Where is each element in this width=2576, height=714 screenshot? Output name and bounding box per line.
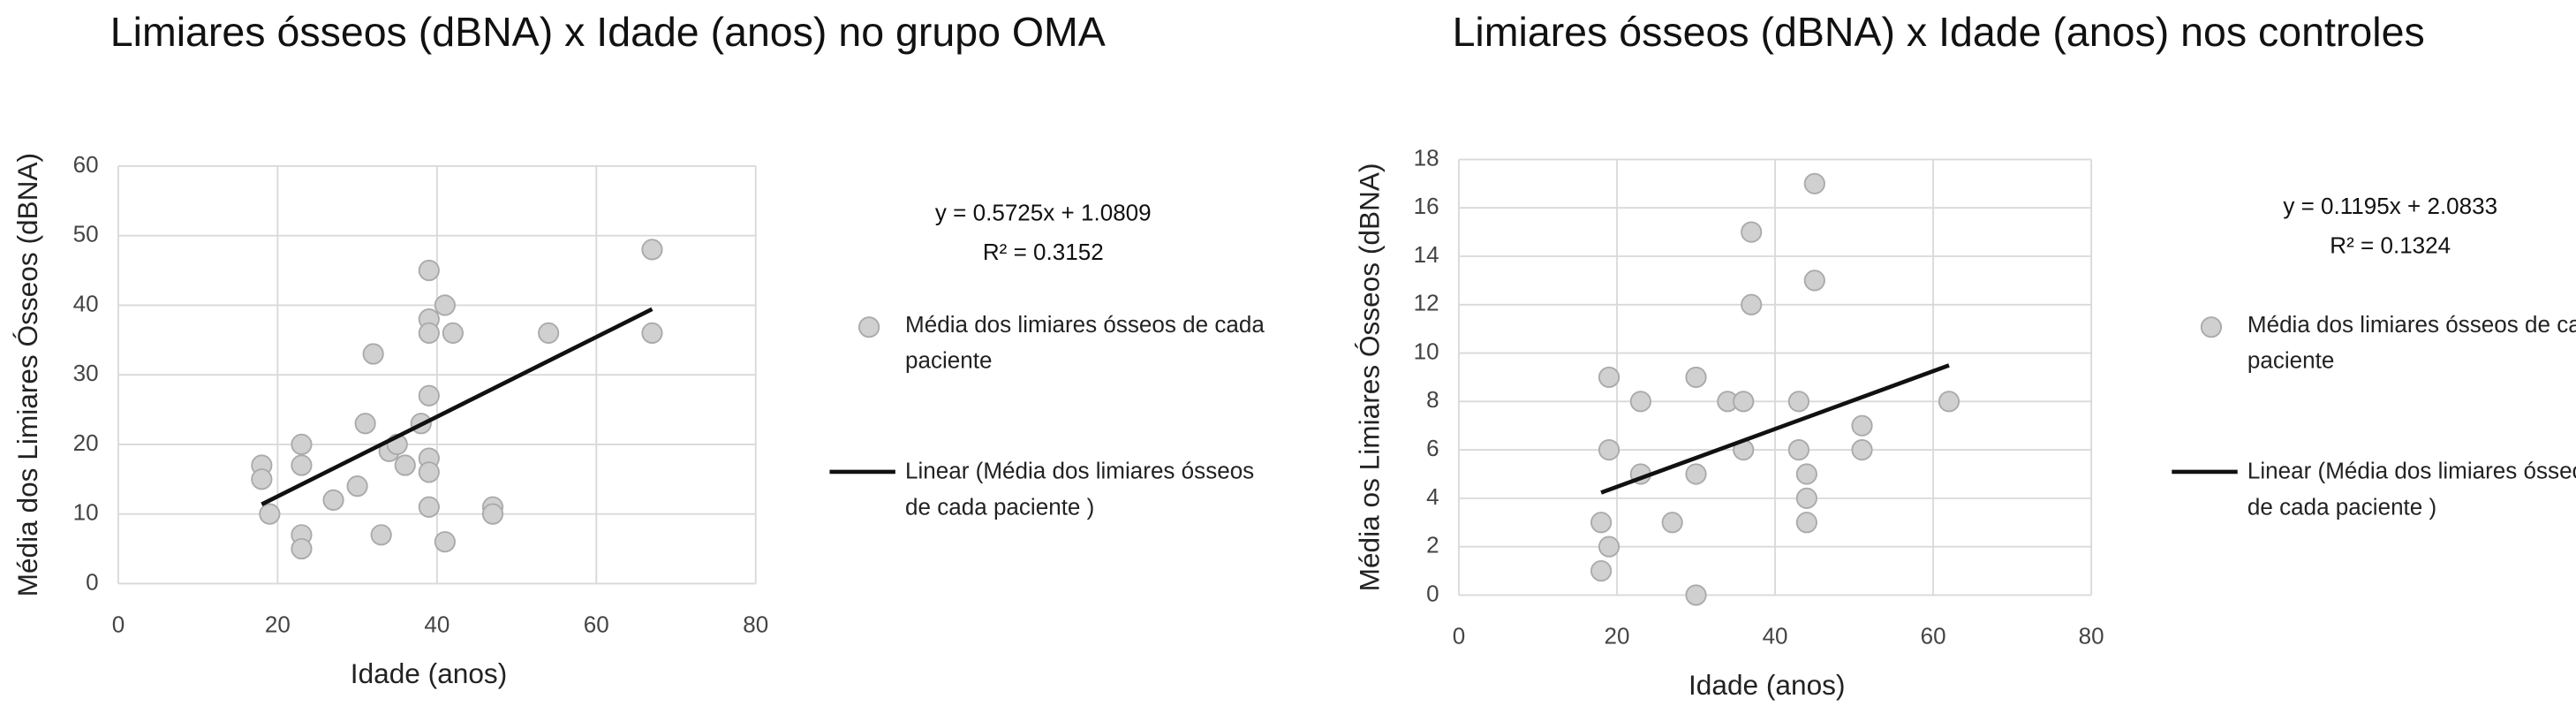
y-tick-label: 12 xyxy=(1414,290,1439,316)
legend-marker xyxy=(2200,316,2223,338)
y-tick-label: 8 xyxy=(1426,386,1439,413)
data-point xyxy=(1851,414,1873,437)
data-point xyxy=(1795,512,1817,534)
data-point xyxy=(418,496,440,518)
data-point xyxy=(346,475,368,498)
x-axis-label: Idade (anos) xyxy=(351,657,507,689)
legend-label: Média dos limiares ósseos de cada pacien… xyxy=(905,310,1265,374)
y-tick-label: 50 xyxy=(73,221,99,247)
y-tick-label: 60 xyxy=(73,151,99,178)
r-squared: R² = 0.1324 xyxy=(2330,232,2451,259)
data-point xyxy=(1741,221,1763,243)
data-point xyxy=(1795,463,1817,485)
data-point xyxy=(418,322,440,344)
data-point xyxy=(1661,512,1683,534)
data-point xyxy=(322,489,344,511)
data-point xyxy=(418,461,440,483)
y-tick-label: 10 xyxy=(1414,338,1439,364)
legend-label: Linear (Média dos limiares ósseos de cad… xyxy=(905,457,1255,520)
x-tick-label: 20 xyxy=(265,611,291,638)
data-point xyxy=(1685,366,1707,389)
y-tick-label: 18 xyxy=(1414,144,1439,171)
data-point xyxy=(259,503,281,525)
data-point xyxy=(1851,439,1873,461)
x-tick-label: 40 xyxy=(424,611,449,638)
x-tick-label: 0 xyxy=(1453,623,1465,649)
data-point xyxy=(1598,536,1620,558)
y-tick-label: 16 xyxy=(1414,193,1439,219)
x-tick-label: 80 xyxy=(2079,623,2104,649)
data-point xyxy=(434,531,456,553)
chart-title: Limiares ósseos (dBNA) x Idade (anos) no… xyxy=(110,10,1106,57)
data-point xyxy=(394,454,416,476)
data-point xyxy=(481,503,504,525)
data-point xyxy=(1803,172,1825,194)
data-point xyxy=(1685,584,1707,606)
data-point xyxy=(1629,391,1651,413)
data-point xyxy=(251,468,273,490)
data-point xyxy=(370,524,392,546)
y-tick-label: 6 xyxy=(1426,435,1439,461)
trendline xyxy=(1600,363,1950,495)
x-tick-label: 20 xyxy=(1605,623,1630,649)
data-point xyxy=(1590,512,1613,534)
x-tick-label: 60 xyxy=(1921,623,1946,649)
trendline-equation: y = 0.1195x + 2.0833 xyxy=(2283,192,2498,219)
data-point xyxy=(291,537,313,560)
data-point xyxy=(1598,366,1620,389)
data-point xyxy=(641,322,663,344)
data-point xyxy=(442,322,464,344)
data-point xyxy=(291,454,313,476)
y-tick-label: 0 xyxy=(86,568,98,595)
x-tick-label: 40 xyxy=(1763,623,1788,649)
y-tick-label: 2 xyxy=(1426,532,1439,558)
data-point xyxy=(1938,391,1960,413)
data-point xyxy=(354,413,376,435)
data-point xyxy=(434,294,456,316)
data-point xyxy=(1787,391,1810,413)
data-point xyxy=(418,384,440,406)
y-tick-label: 40 xyxy=(73,290,99,316)
x-axis-label: Idade (anos) xyxy=(1688,669,1845,701)
y-tick-label: 30 xyxy=(73,360,99,386)
trendline xyxy=(261,307,653,506)
data-point xyxy=(418,259,440,282)
data-point xyxy=(1787,439,1810,461)
trendline-equation: y = 0.5725x + 1.0809 xyxy=(934,199,1152,225)
r-squared: R² = 0.3152 xyxy=(982,238,1104,265)
data-point xyxy=(1733,391,1755,413)
x-tick-label: 0 xyxy=(112,611,125,638)
legend-marker xyxy=(858,316,880,338)
data-point xyxy=(1598,439,1620,461)
legend-label: Média dos limiares ósseos de cada pacien… xyxy=(2247,310,2576,374)
y-tick-label: 4 xyxy=(1426,483,1439,510)
chart-title: Limiares ósseos (dBNA) x Idade (anos) no… xyxy=(1452,10,2425,57)
x-tick-label: 60 xyxy=(584,611,609,638)
y-tick-label: 0 xyxy=(1426,580,1439,606)
y-tick-label: 14 xyxy=(1414,241,1439,268)
data-point xyxy=(1741,293,1763,315)
legend-label: Linear (Média dos limiares ósseos de cad… xyxy=(2247,457,2576,520)
data-point xyxy=(641,239,663,261)
data-point xyxy=(538,322,560,344)
data-point xyxy=(1795,487,1817,509)
data-point xyxy=(1803,270,1825,292)
y-axis-label: Média dos Limiares Ósseos (dBNA) xyxy=(11,153,43,596)
data-point xyxy=(1590,559,1613,582)
data-point xyxy=(291,433,313,455)
data-point xyxy=(362,343,384,365)
y-tick-label: 20 xyxy=(73,429,99,456)
y-axis-label: Média os Limiares Ósseos (dBNA) xyxy=(1354,163,1386,592)
y-tick-label: 10 xyxy=(73,499,99,526)
data-point xyxy=(1685,463,1707,485)
x-tick-label: 80 xyxy=(743,611,768,638)
